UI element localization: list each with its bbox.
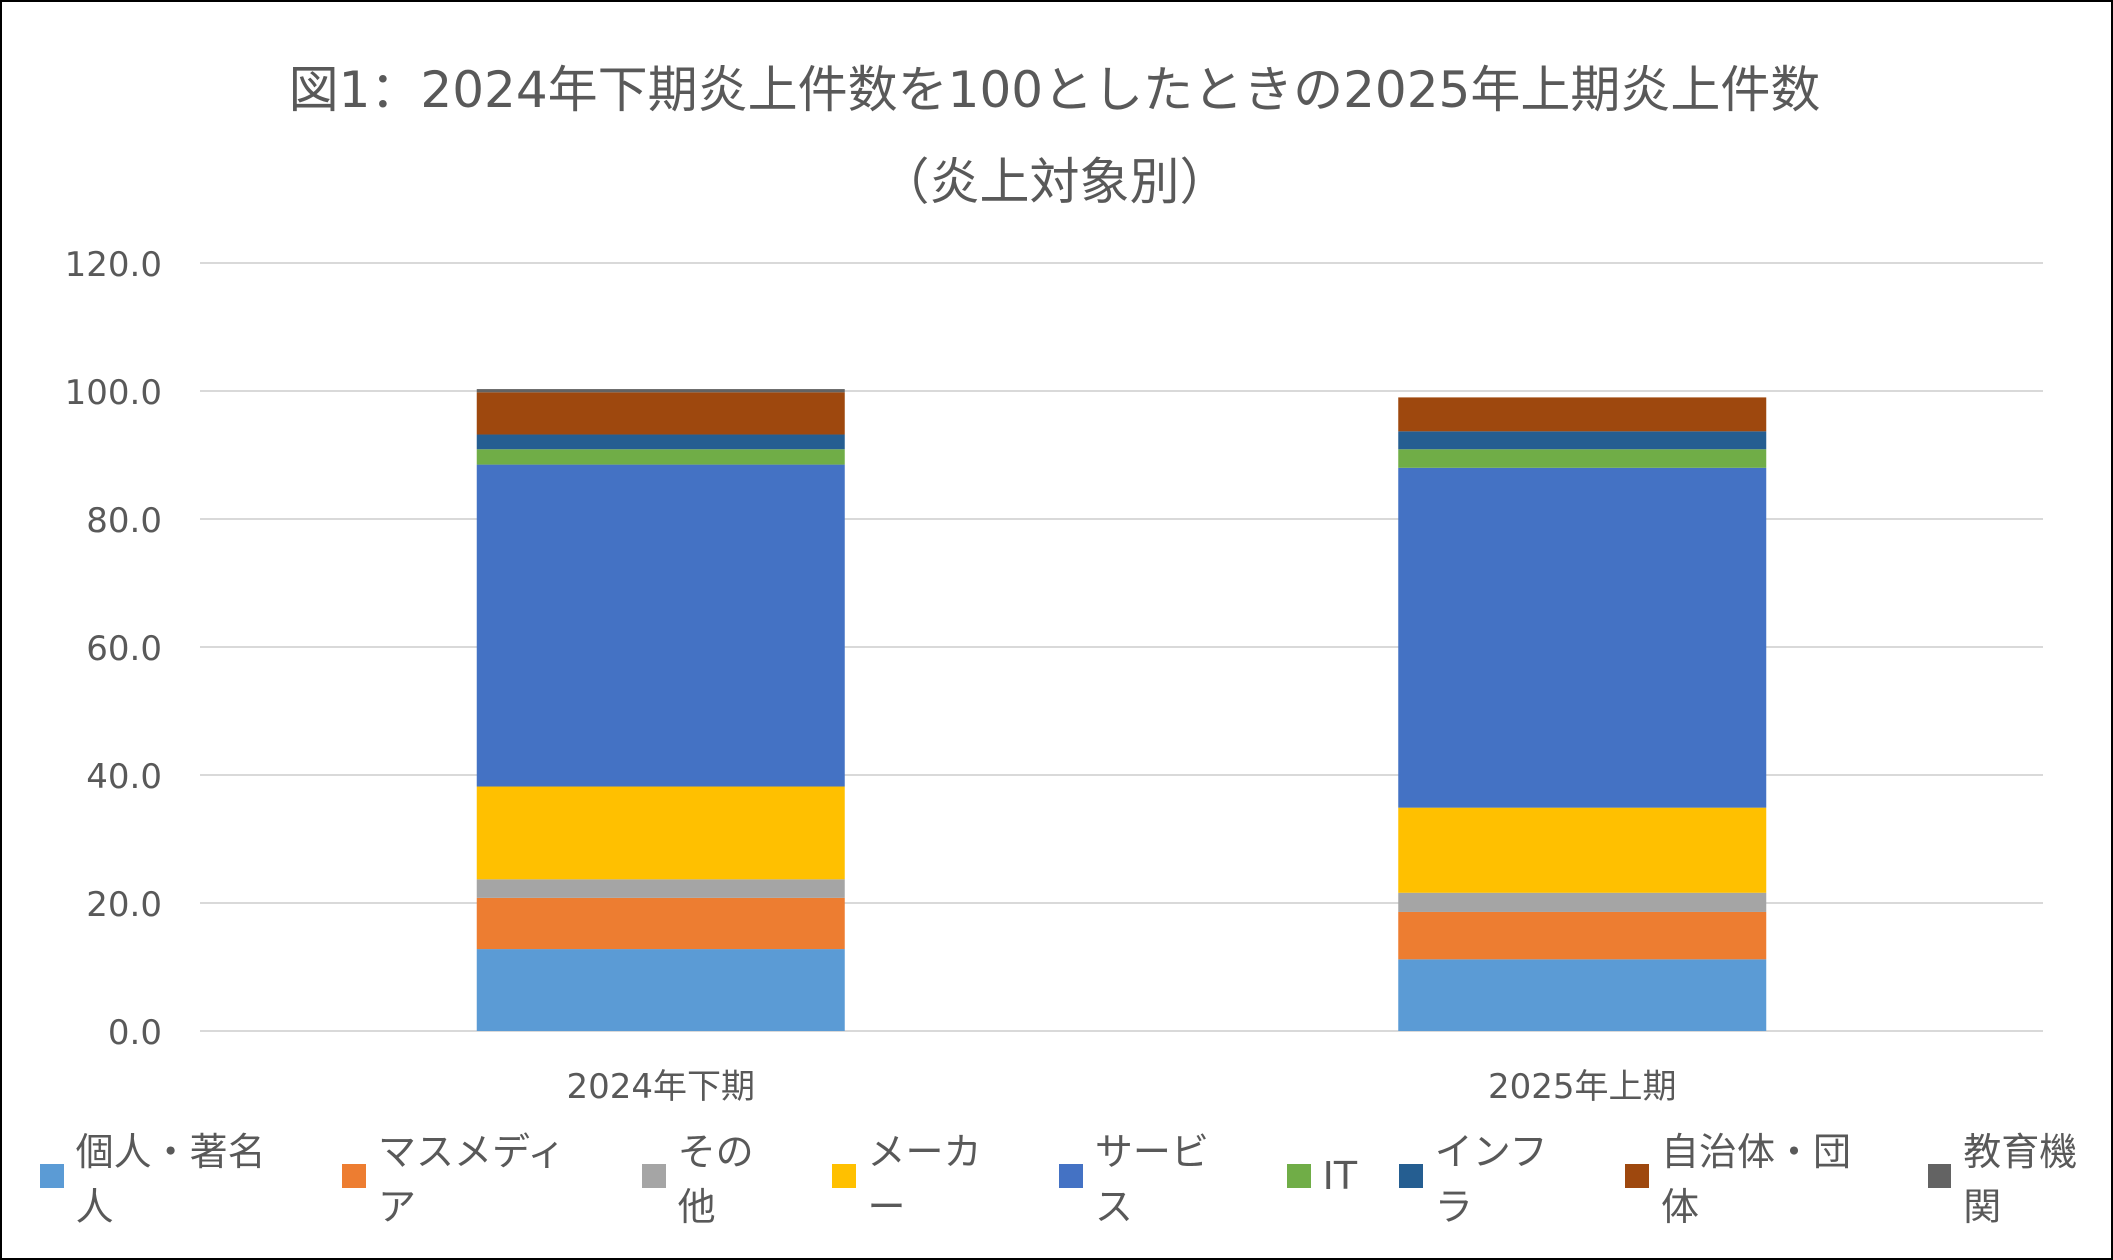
legend-label: メーカー — [867, 1130, 982, 1229]
legend-item: サービス — [1059, 1121, 1244, 1231]
legend-swatch — [831, 1164, 856, 1188]
bar-segment — [476, 949, 845, 1031]
bar-segment — [476, 464, 845, 787]
y-tick-label: 0.0 — [108, 1013, 162, 1053]
y-tick-label: 40.0 — [86, 757, 162, 797]
bar-segment — [1398, 892, 1767, 912]
bar-segment — [1398, 431, 1767, 450]
legend-label: 教育機関 — [1963, 1130, 2078, 1229]
bar-segment — [1398, 397, 1767, 432]
bar-segment — [476, 389, 845, 393]
chart-legend: 個人・著名人 マスメディア その他 メーカー サービス IT インフラ 自治体・団体 教育機関 — [40, 1130, 2113, 1229]
legend-swatch — [1399, 1164, 1423, 1188]
legend-swatch — [1927, 1164, 1952, 1188]
legend-label: 個人・著名人 — [75, 1130, 266, 1229]
legend-item: 個人・著名人 — [40, 1121, 300, 1231]
y-tick-label: 20.0 — [86, 885, 162, 925]
bar-segment — [476, 449, 845, 465]
y-tick-label: 60.0 — [86, 629, 162, 669]
bar-segment — [476, 786, 845, 880]
bar-segment — [1398, 959, 1767, 1031]
legend-item: 教育機関 — [1927, 1121, 2113, 1231]
bar-segment — [476, 434, 845, 450]
chart-title: 図1：2024年下期炎上件数を100としたときの2025年上期炎上件数 — [288, 61, 1821, 119]
bar-segment — [1398, 467, 1767, 808]
legend-label: 自治体・団体 — [1660, 1130, 1851, 1229]
y-tick-label: 120.0 — [65, 245, 162, 285]
bar-segment — [476, 879, 845, 898]
bar-segment — [1398, 449, 1767, 468]
legend-label: サービス — [1094, 1130, 1209, 1229]
legend-item: マスメディア — [342, 1121, 600, 1231]
legend-label: IT — [1322, 1154, 1358, 1198]
y-tick-label: 80.0 — [86, 501, 162, 541]
legend-item: その他 — [641, 1121, 790, 1231]
legend-swatch — [641, 1164, 666, 1188]
legend-item: 自治体・団体 — [1625, 1121, 1885, 1231]
legend-swatch — [1059, 1164, 1083, 1188]
legend-item: IT — [1286, 1154, 1358, 1198]
legend-swatch — [40, 1164, 64, 1188]
y-tick-label: 100.0 — [65, 373, 162, 413]
legend-item: インフラ — [1399, 1121, 1583, 1231]
legend-label: その他 — [677, 1130, 754, 1229]
legend-label: インフラ — [1434, 1130, 1548, 1229]
bar-segment — [476, 897, 845, 950]
x-tick-label: 2024年下期 — [566, 1067, 755, 1107]
bar-segment — [1398, 911, 1767, 960]
legend-item: メーカー — [831, 1121, 1017, 1231]
legend-swatch — [1286, 1164, 1311, 1188]
chart-subtitle: （炎上対象別） — [879, 153, 1230, 211]
legend-swatch — [1625, 1164, 1649, 1188]
legend-swatch — [342, 1164, 366, 1188]
legend-label: マスメディア — [377, 1130, 566, 1229]
bar-segment — [1398, 807, 1767, 893]
bar-segment — [476, 392, 845, 435]
x-tick-label: 2025年上期 — [1488, 1067, 1677, 1107]
